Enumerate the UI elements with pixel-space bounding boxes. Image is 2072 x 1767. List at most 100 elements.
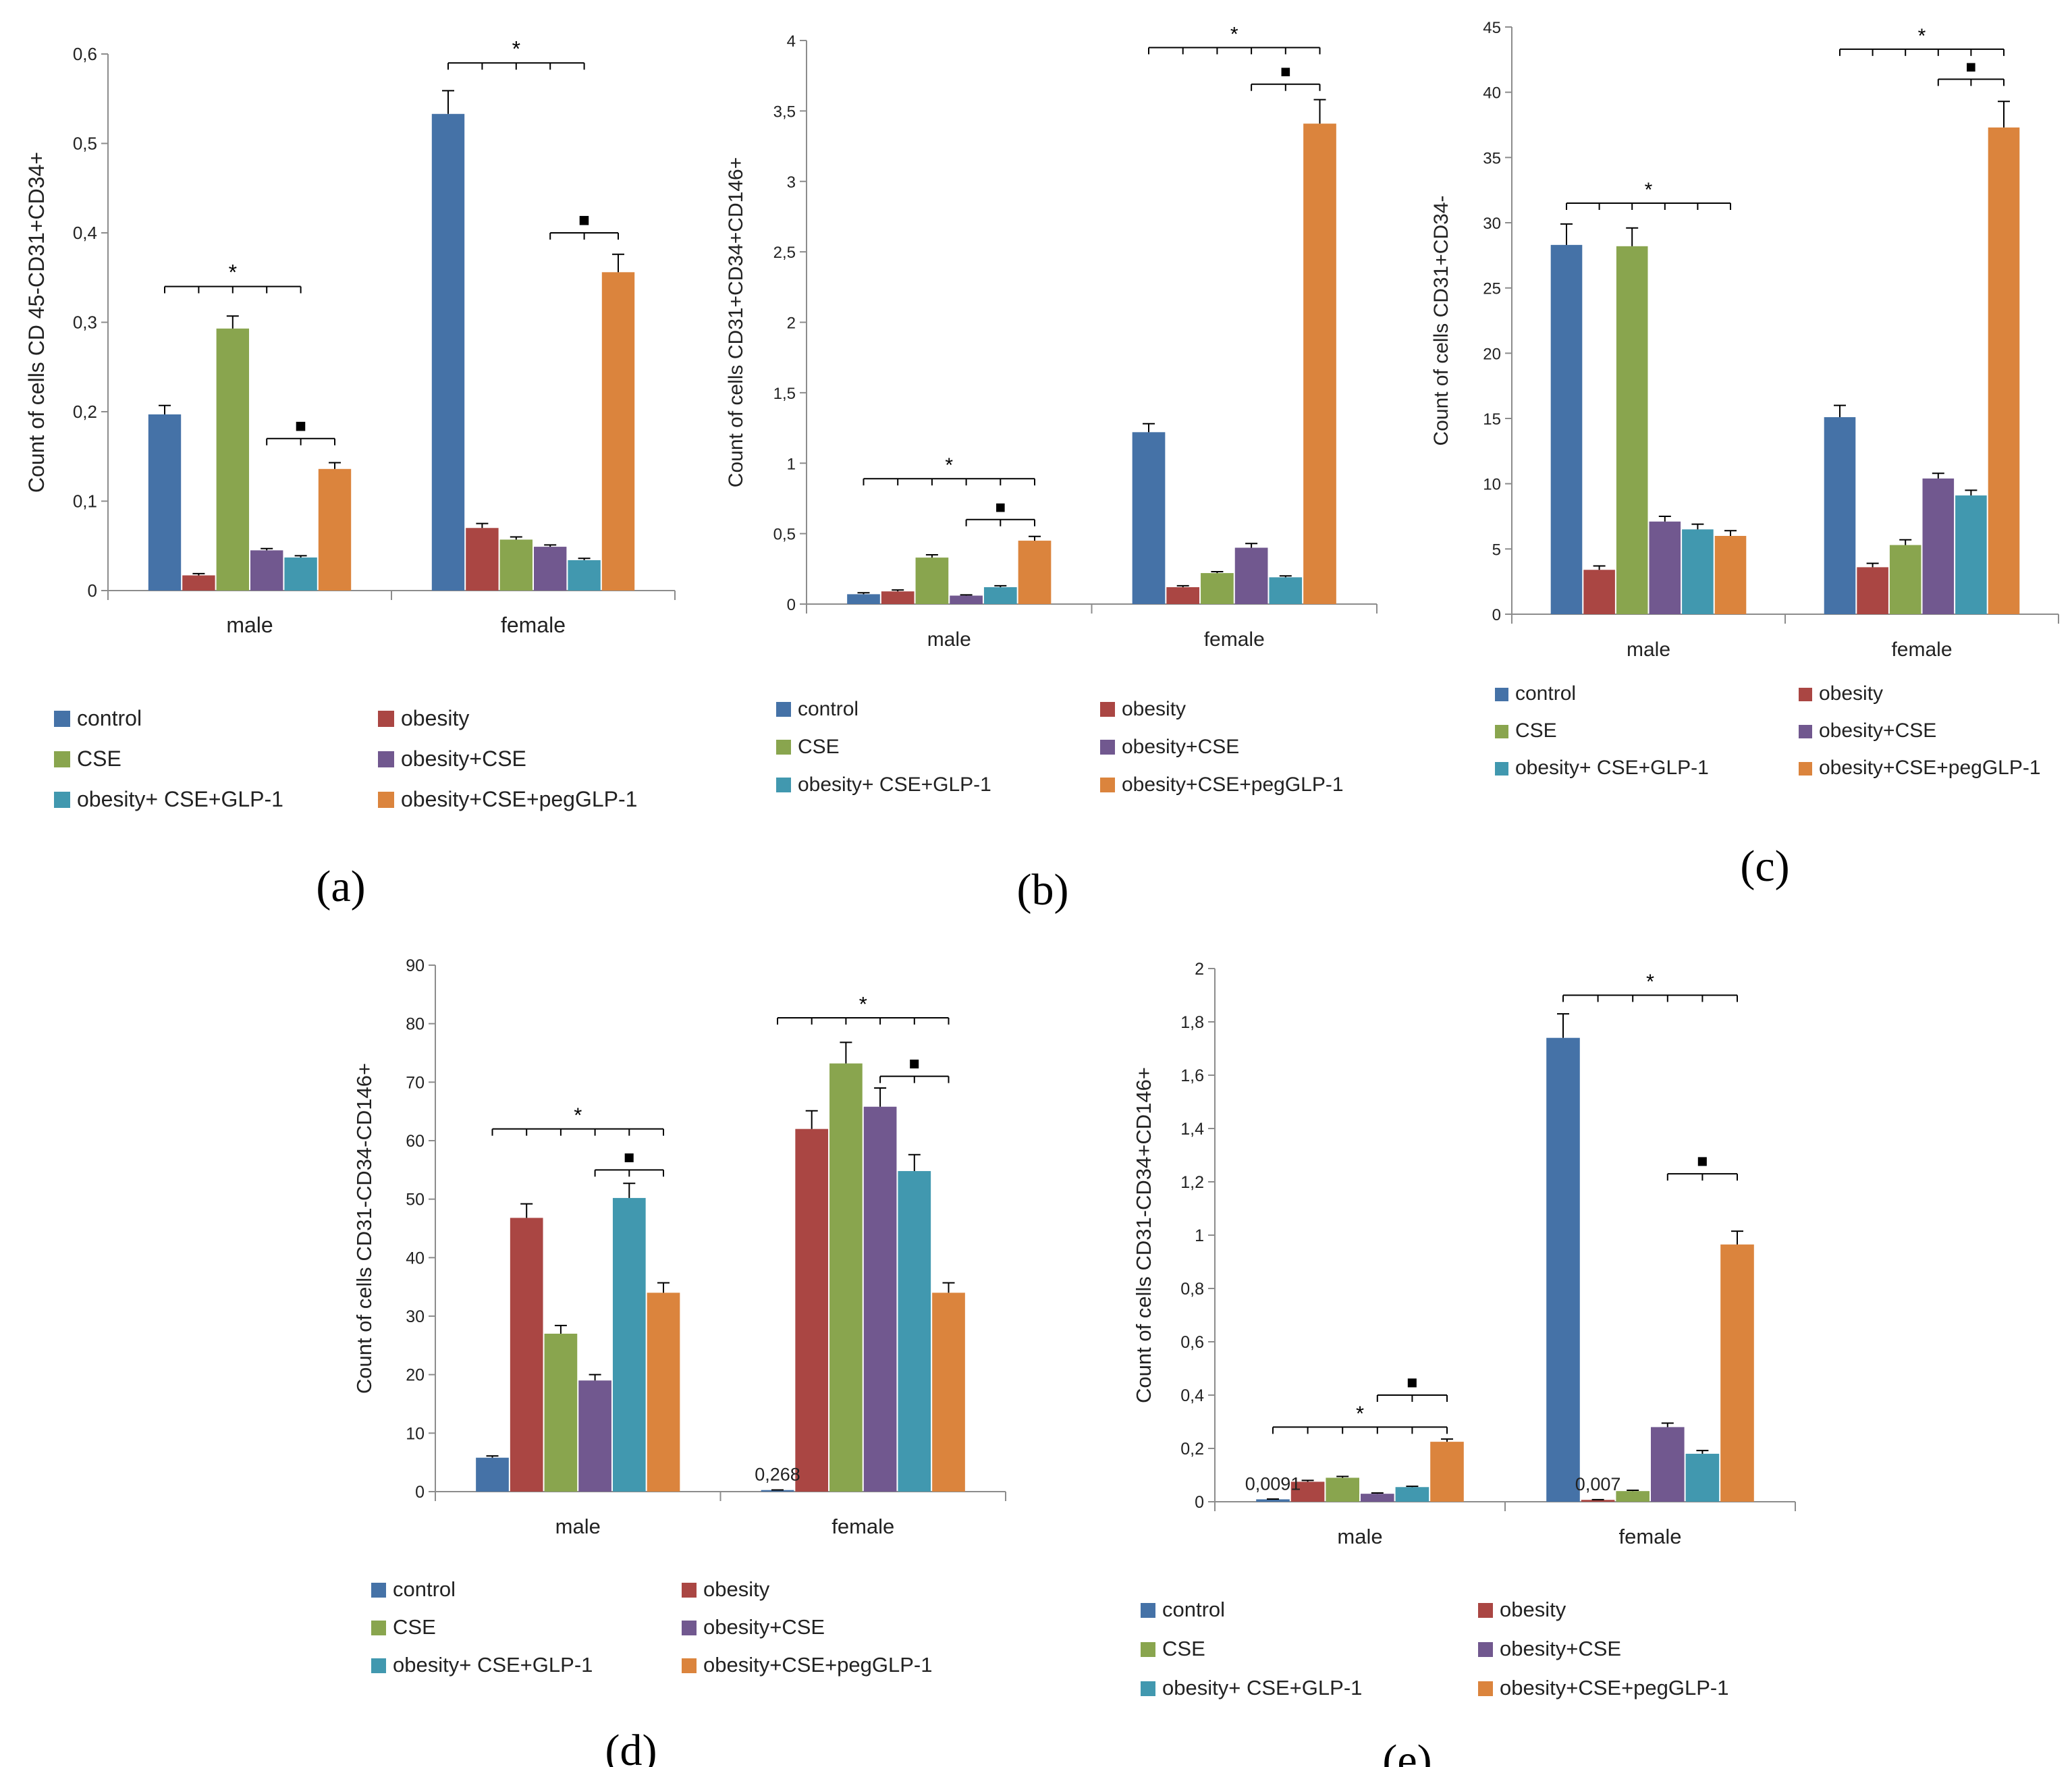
chart-panel-5: 0 0,2 0,4 0,6 0,8 1 1,2 1,4 1,6 1,8 2 Count of cell… (1132, 960, 1796, 1767)
legend-swatch-1 (371, 1583, 386, 1598)
legend-swatch-5 (776, 778, 791, 792)
y-tick-label: 45 (1483, 19, 1501, 37)
bar-male-1 (847, 594, 880, 604)
y-tick-label: 90 (406, 956, 425, 975)
bar-female-6 (1720, 1244, 1754, 1502)
bar-female-2 (466, 528, 499, 591)
bar-female-1 (1824, 417, 1856, 614)
bar-female-3 (499, 539, 533, 591)
y-tick-label: 1 (1195, 1226, 1204, 1245)
panel-label: (d) (605, 1726, 657, 1767)
legend-swatch-5 (1495, 762, 1508, 776)
y-axis-title: Count of cells CD31-CD34+CD146+ (1132, 1067, 1155, 1403)
y-tick-label: 0,4 (73, 223, 97, 243)
legend-swatch-3 (371, 1621, 386, 1635)
x-category-label: male (555, 1515, 601, 1538)
bar-male-2 (1583, 570, 1615, 614)
y-axis-title: Count of cells CD 45-CD31+CD34+ (24, 152, 49, 493)
legend-label-2: obesity (1819, 682, 1883, 705)
y-tick-label: 2 (787, 315, 796, 333)
legend-label-1: control (798, 698, 858, 720)
legend-label-5: obesity+ CSE+GLP-1 (77, 787, 283, 811)
significance-mark: ■ (578, 209, 590, 230)
legend-swatch-5 (1141, 1681, 1155, 1696)
legend-label-6: obesity+CSE+pegGLP-1 (1122, 773, 1344, 796)
y-tick-label: 0,2 (1180, 1440, 1204, 1459)
legend-label-1: control (1162, 1598, 1225, 1621)
legend-label-4: obesity+CSE (703, 1615, 825, 1639)
bar-female-6 (1988, 127, 2020, 614)
legend-swatch-2 (378, 711, 394, 727)
data-value-label: 0,0091 (1245, 1473, 1301, 1494)
legend-swatch-4 (1478, 1642, 1493, 1657)
legend-label-6: obesity+CSE+pegGLP-1 (1819, 757, 2041, 779)
significance-mark: ■ (1966, 56, 1977, 76)
legend-label-2: obesity (1122, 698, 1186, 720)
y-tick-label: 10 (1483, 476, 1501, 494)
y-tick-label: 25 (1483, 280, 1501, 298)
y-axis-title: Count of cells CD31-CD34-CD146+ (352, 1063, 376, 1394)
bar-female-1 (1546, 1037, 1580, 1502)
legend-label-6: obesity+CSE+pegGLP-1 (1500, 1676, 1729, 1700)
y-tick-label: 1,5 (773, 385, 796, 403)
bar-female-4 (863, 1106, 897, 1492)
legend-label-2: obesity (1500, 1598, 1566, 1621)
legend-label-5: obesity+ CSE+GLP-1 (1162, 1676, 1362, 1700)
y-tick-label: 0,6 (1180, 1333, 1204, 1352)
data-value-label: 0,007 (1575, 1474, 1621, 1494)
significance-mark: ■ (1407, 1372, 1417, 1392)
legend-label-1: control (77, 706, 142, 730)
y-tick-label: 20 (406, 1366, 425, 1385)
y-tick-label: 0,5 (773, 526, 796, 544)
bar-female-4 (1234, 547, 1268, 604)
x-category-label: male (927, 628, 971, 651)
y-tick-label: 0 (88, 580, 97, 601)
bar-male-3 (544, 1334, 578, 1492)
y-tick-label: 0,1 (73, 491, 97, 512)
y-tick-label: 1,4 (1180, 1120, 1204, 1139)
significance-mark: * (1230, 23, 1238, 45)
y-tick-label: 2 (1195, 960, 1204, 979)
legend-label-3: CSE (1515, 719, 1557, 742)
x-category-label: female (501, 613, 566, 637)
y-axis-title: Count of cells CD31+CD34+CD146+ (725, 157, 747, 487)
y-tick-label: 0,6 (73, 44, 97, 64)
y-tick-label: 50 (406, 1191, 425, 1209)
bar-female-4 (1651, 1427, 1685, 1502)
significance-mark: ■ (1697, 1151, 1708, 1171)
legend-swatch-2 (1100, 702, 1115, 717)
bar-male-2 (182, 575, 215, 591)
legend-swatch-3 (54, 751, 70, 767)
y-axis-title: Count of cells CD31+CD34- (1430, 195, 1452, 445)
bar-male-5 (284, 557, 317, 591)
significance-mark: * (1646, 970, 1654, 994)
y-tick-label: 0 (1195, 1493, 1204, 1512)
bar-male-6 (1714, 536, 1747, 614)
bar-male-6 (1018, 541, 1052, 604)
bar-female-2 (795, 1129, 829, 1492)
y-tick-label: 30 (1483, 215, 1501, 233)
bar-male-3 (915, 558, 949, 604)
significance-mark: * (1645, 179, 1653, 201)
y-tick-label: 2,5 (773, 244, 796, 262)
y-tick-label: 3 (787, 173, 796, 192)
legend-label-3: CSE (1162, 1637, 1205, 1660)
bar-male-5 (612, 1197, 646, 1492)
data-value-label: 0,268 (755, 1465, 800, 1485)
bar-female-3 (1889, 545, 1921, 614)
x-category-label: female (1891, 638, 1952, 661)
bar-female-2 (1581, 1500, 1615, 1502)
legend-swatch-5 (371, 1658, 386, 1673)
legend-swatch-6 (378, 792, 394, 808)
legend-swatch-4 (682, 1621, 697, 1635)
y-tick-label: 0,4 (1180, 1386, 1204, 1405)
legend-swatch-1 (776, 702, 791, 717)
y-tick-label: 30 (406, 1307, 425, 1326)
legend-swatch-5 (54, 792, 70, 808)
legend-swatch-1 (54, 711, 70, 727)
legend-label-4: obesity+CSE (401, 746, 526, 771)
significance-mark: ■ (995, 497, 1006, 517)
bar-male-2 (510, 1218, 543, 1492)
bar-female-1 (431, 113, 465, 591)
